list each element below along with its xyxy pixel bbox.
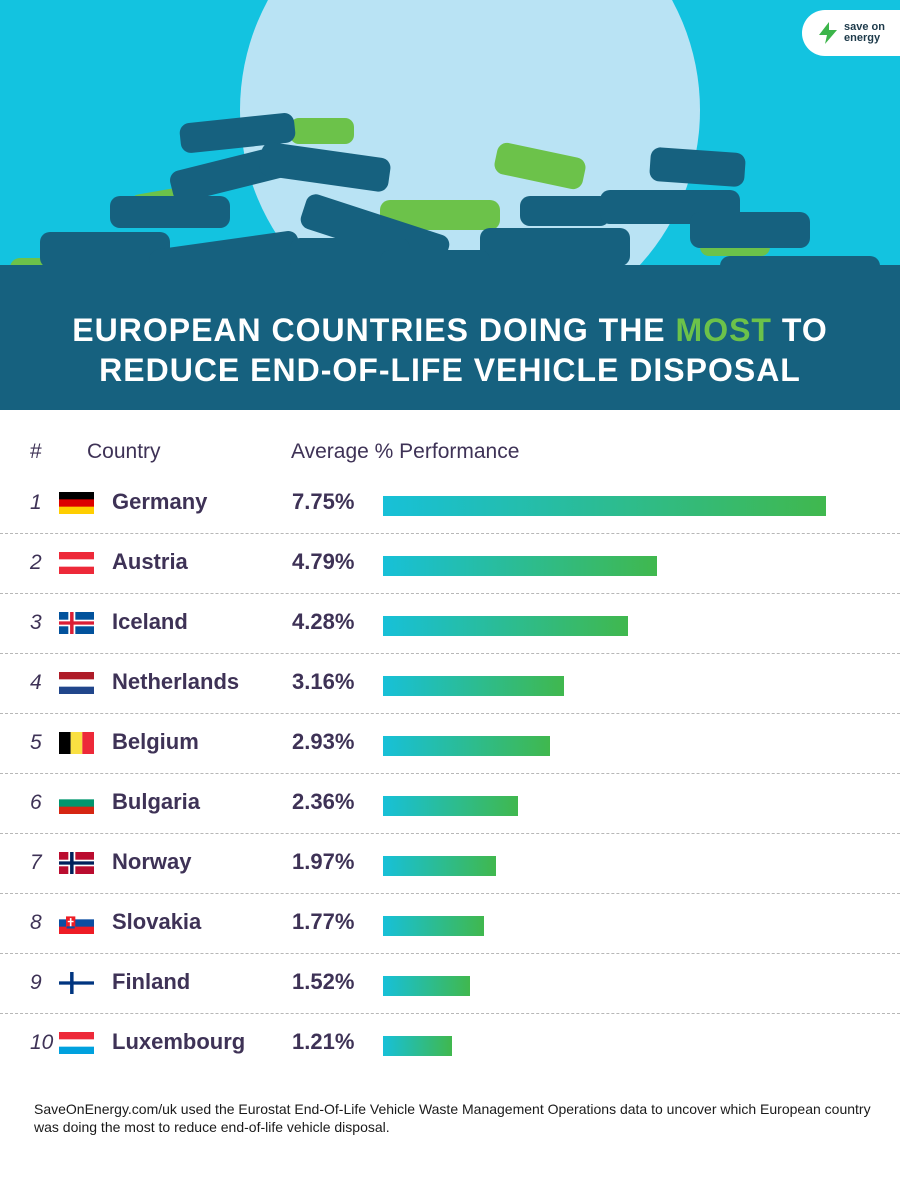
country-column-header: Country	[87, 440, 161, 463]
country-label: Austria	[112, 549, 188, 574]
title-line-1: EUROPEAN COUNTRIES DOING THE MOST TO	[72, 310, 827, 350]
table-row: 4 Netherlands 3.16%	[0, 654, 900, 714]
austria-flag-icon	[59, 552, 94, 574]
title-line-2: REDUCE END-OF-LIFE VEHICLE DISPOSAL	[99, 352, 801, 388]
bar-slovakia	[383, 916, 484, 936]
value-label: 1.97%	[292, 849, 355, 874]
rank-label: 4	[30, 671, 42, 694]
logo-line-1: save on	[844, 21, 885, 33]
scrap-car-pile-illustration	[0, 0, 900, 340]
rank-label: 7	[30, 851, 42, 874]
bar-finland	[383, 976, 470, 996]
country-label: Iceland	[112, 609, 188, 634]
country-label: Netherlands	[112, 669, 240, 694]
bar-austria	[383, 556, 657, 576]
rank-column-header: #	[30, 440, 42, 463]
country-label: Luxembourg	[112, 1029, 246, 1054]
header-banner: save on energy EUROPEAN COUNTRIES DOING …	[0, 0, 900, 410]
country-label: Bulgaria	[112, 789, 201, 814]
rank-label: 1	[30, 491, 42, 514]
title-accent-word: MOST	[675, 312, 772, 348]
bar-bulgaria	[383, 796, 518, 816]
logo-line-2: energy	[844, 32, 881, 44]
bar-belgium	[383, 736, 550, 756]
value-label: 1.77%	[292, 909, 355, 934]
country-label: Belgium	[112, 729, 199, 754]
rank-label: 6	[30, 791, 42, 814]
country-label: Germany	[112, 489, 208, 514]
luxembourg-flag-icon	[59, 1032, 94, 1054]
value-label: 4.28%	[292, 609, 355, 634]
rank-label: 8	[30, 911, 42, 934]
table-row: 8 Slovakia 1.77%	[0, 894, 900, 954]
netherlands-flag-icon	[59, 672, 94, 694]
rank-label: 2	[30, 551, 42, 574]
value-label: 1.21%	[292, 1029, 355, 1054]
norway-flag-icon	[59, 852, 94, 874]
ranking-table: 1 Germany 7.75% 2 Austria 4.79% 3 Iceland 4.28% 4…	[0, 474, 900, 1074]
bar-iceland	[383, 616, 628, 636]
iceland-flag-icon	[59, 612, 94, 634]
table-row: 6 Bulgaria 2.36%	[0, 774, 900, 834]
rank-label: 3	[30, 611, 42, 634]
value-label: 7.75%	[292, 489, 355, 514]
save-on-energy-logo: save on energy	[802, 10, 900, 56]
table-row: 2 Austria 4.79%	[0, 534, 900, 594]
title-line-1-start: EUROPEAN COUNTRIES DOING THE	[72, 312, 676, 348]
title-line-1-end: TO	[771, 312, 828, 348]
table-row: 3 Iceland 4.28%	[0, 594, 900, 654]
rank-label: 10	[30, 1031, 54, 1054]
value-label: 2.93%	[292, 729, 355, 754]
value-label: 3.16%	[292, 669, 355, 694]
country-label: Slovakia	[112, 909, 202, 934]
finland-flag-icon	[59, 972, 94, 994]
footnote: SaveOnEnergy.com/uk used the Eurostat En…	[34, 1101, 871, 1135]
value-label: 2.36%	[292, 789, 355, 814]
bar-norway	[383, 856, 496, 876]
lightning-bolt-icon	[819, 22, 837, 44]
table-row: 9 Finland 1.52%	[0, 954, 900, 1014]
country-label: Finland	[112, 969, 191, 994]
table-row: 7 Norway 1.97%	[0, 834, 900, 894]
value-label: 4.79%	[292, 549, 355, 574]
title-band: EUROPEAN COUNTRIES DOING THE MOST TO RED…	[0, 290, 900, 410]
value-column-header: Average % Performance	[291, 440, 520, 463]
bulgaria-flag-icon	[59, 792, 94, 814]
table-row: 1 Germany 7.75%	[0, 474, 900, 534]
table-row: 5 Belgium 2.93%	[0, 714, 900, 774]
value-label: 1.52%	[292, 969, 355, 994]
slovakia-flag-icon	[59, 912, 94, 934]
rank-label: 9	[30, 971, 42, 994]
country-label: Norway	[112, 849, 192, 874]
rank-label: 5	[30, 731, 42, 754]
column-headers: # Country Average % Performance	[0, 440, 900, 466]
bar-netherlands	[383, 676, 564, 696]
germany-flag-icon	[59, 492, 94, 514]
table-row: 10 Luxembourg 1.21%	[0, 1014, 900, 1074]
bar-germany	[383, 496, 826, 516]
belgium-flag-icon	[59, 732, 94, 754]
bar-luxembourg	[383, 1036, 452, 1056]
